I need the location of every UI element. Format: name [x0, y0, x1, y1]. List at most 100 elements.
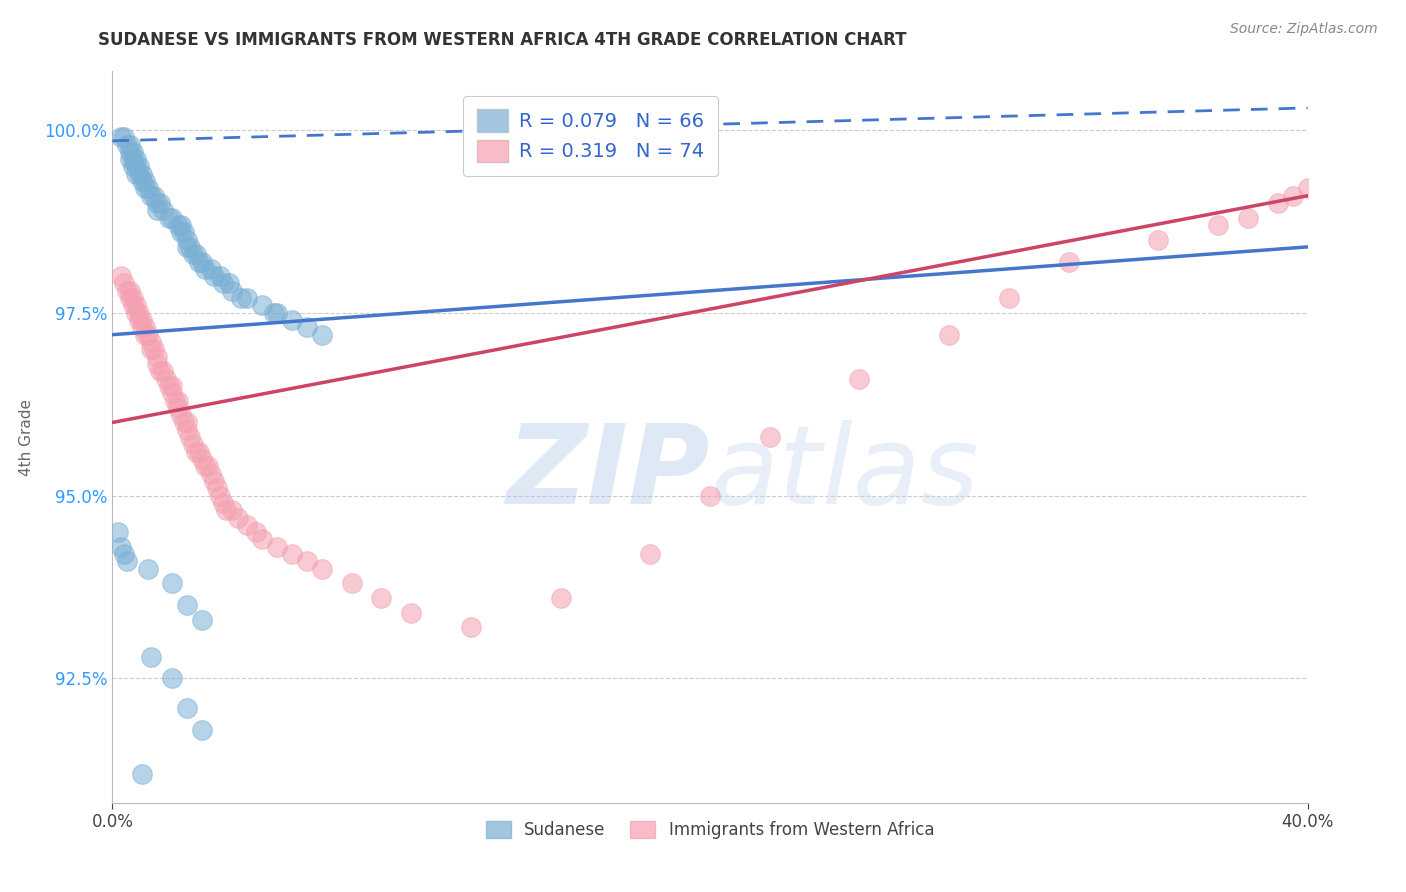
Point: [143, 343, 166, 357]
Point: [146, 203, 169, 218]
Point: [167, 401, 190, 415]
Point: [263, 306, 285, 320]
Point: [1281, 188, 1303, 202]
Point: [120, 291, 142, 305]
Point: [141, 188, 163, 202]
Point: [146, 196, 169, 211]
Point: [152, 364, 174, 378]
Point: [176, 599, 198, 613]
Point: [131, 766, 153, 780]
Point: [146, 357, 169, 371]
Point: [1206, 218, 1229, 232]
Point: [998, 291, 1021, 305]
Point: [209, 269, 232, 284]
Point: [1057, 254, 1080, 268]
Point: [1237, 211, 1260, 225]
Point: [202, 474, 225, 488]
Point: [107, 525, 129, 540]
Point: [138, 181, 160, 195]
Point: [125, 160, 148, 174]
Point: [266, 306, 288, 320]
Point: [117, 137, 139, 152]
Point: [226, 510, 249, 524]
Point: [311, 327, 333, 342]
Point: [179, 240, 201, 254]
Point: [191, 452, 214, 467]
Point: [460, 620, 482, 634]
Point: [120, 152, 142, 166]
Point: [236, 291, 259, 305]
Point: [401, 606, 423, 620]
Point: [167, 218, 190, 232]
Point: [110, 269, 132, 284]
Point: [120, 137, 142, 152]
Point: [141, 343, 163, 357]
Point: [295, 320, 318, 334]
Point: [134, 320, 156, 334]
Point: [759, 430, 782, 444]
Point: [699, 489, 721, 503]
Point: [200, 467, 222, 481]
Point: [117, 554, 139, 568]
Point: [173, 416, 195, 430]
Point: [143, 188, 166, 202]
Point: [128, 160, 150, 174]
Point: [191, 254, 214, 268]
Point: [110, 130, 132, 145]
Point: [229, 291, 252, 305]
Point: [125, 167, 148, 181]
Point: [167, 393, 190, 408]
Point: [162, 379, 183, 393]
Point: [125, 152, 148, 166]
Point: [848, 371, 870, 385]
Point: [250, 298, 273, 312]
Text: atlas: atlas: [710, 420, 979, 527]
Point: [1267, 196, 1289, 211]
Point: [125, 306, 148, 320]
Point: [205, 481, 228, 495]
Point: [266, 540, 288, 554]
Point: [134, 327, 156, 342]
Point: [131, 174, 153, 188]
Point: [191, 613, 214, 627]
Point: [141, 334, 163, 349]
Point: [138, 562, 160, 576]
Point: [176, 240, 198, 254]
Point: [550, 591, 572, 605]
Point: [131, 313, 153, 327]
Point: [295, 554, 318, 568]
Point: [122, 160, 145, 174]
Point: [170, 408, 193, 422]
Text: Source: ZipAtlas.com: Source: ZipAtlas.com: [1230, 22, 1378, 37]
Legend: Sudanese, Immigrants from Western Africa: Sudanese, Immigrants from Western Africa: [479, 814, 941, 846]
Point: [114, 547, 135, 561]
Point: [170, 225, 193, 239]
Point: [162, 386, 183, 401]
Point: [370, 591, 392, 605]
Point: [181, 247, 204, 261]
Point: [146, 350, 169, 364]
Point: [179, 430, 201, 444]
Point: [165, 393, 187, 408]
Point: [200, 261, 222, 276]
Point: [202, 269, 225, 284]
Point: [128, 313, 150, 327]
Point: [1296, 181, 1319, 195]
Point: [138, 327, 160, 342]
Point: [311, 562, 333, 576]
Point: [134, 174, 156, 188]
Point: [212, 496, 235, 510]
Point: [212, 277, 235, 291]
Point: [176, 700, 198, 714]
Point: [131, 320, 153, 334]
Point: [114, 277, 135, 291]
Point: [176, 416, 198, 430]
Point: [170, 218, 193, 232]
Point: [128, 167, 150, 181]
Point: [186, 444, 208, 458]
Point: [122, 152, 145, 166]
Point: [155, 371, 177, 385]
Point: [162, 576, 183, 591]
Point: [120, 145, 142, 159]
Point: [162, 211, 183, 225]
